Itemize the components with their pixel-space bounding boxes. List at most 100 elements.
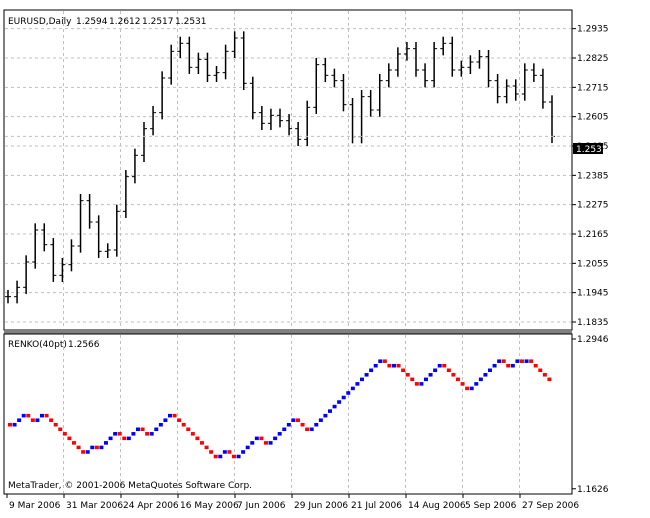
renko-brick-up: [355, 382, 360, 386]
renko-brick-down: [145, 432, 150, 436]
renko-brick-down: [414, 382, 419, 386]
renko-brick-up: [469, 386, 474, 391]
indicator-tick-label: 1.1626: [577, 485, 609, 495]
price-tick-label: 1.1835: [577, 318, 609, 328]
renko-brick-down: [62, 432, 67, 436]
low-value: 1.2517: [142, 17, 174, 27]
renko-brick-up: [433, 368, 438, 373]
time-tick-label: 9 Mar 2006: [9, 501, 61, 511]
renko-brick-down: [49, 418, 54, 422]
renko-brick-up: [350, 386, 355, 391]
price-tick-label: 1.2385: [577, 171, 609, 181]
price-tick-label: 1.2165: [577, 230, 609, 240]
renko-brick-down: [94, 445, 99, 450]
renko-brick-down: [542, 373, 547, 377]
time-tick-label: 21 Jul 2006: [351, 501, 402, 511]
renko-brick-up: [428, 373, 433, 377]
renko-brick-down: [190, 432, 195, 436]
renko-brick-down: [529, 359, 534, 363]
renko-brick-down: [204, 445, 209, 450]
indicator-panel: RENKO(40pt) 1.2566 MetaTrader, © 2001-20…: [3, 333, 573, 495]
renko-brick-down: [501, 359, 506, 363]
renko-brick-up: [309, 427, 314, 432]
time-tick-label: 5 Sep 2006: [465, 501, 517, 511]
renko-brick-up: [222, 450, 227, 454]
renko-brick-down: [58, 427, 63, 432]
renko-brick-down: [200, 441, 204, 445]
renko-brick-down: [117, 432, 122, 436]
renko-brick-up: [483, 373, 488, 377]
renko-brick-up: [488, 368, 492, 373]
renko-brick-down: [382, 359, 387, 363]
panel-separator[interactable]: [4, 330, 572, 334]
renko-brick-up: [323, 413, 328, 418]
renko-brick-up: [360, 377, 364, 382]
renko-brick-down: [296, 418, 300, 422]
renko-brick-up: [378, 359, 383, 363]
renko-brick-up: [478, 377, 483, 382]
renko-brick-down: [30, 418, 35, 422]
indicator-tick-label: 1.2946: [577, 335, 609, 345]
renko-brick-down: [533, 363, 538, 368]
time-tick-label: 7 Jun 2006: [237, 501, 286, 511]
renko-brick-down: [506, 363, 511, 368]
renko-brick-up: [277, 432, 282, 436]
price-tick-label: 1.2825: [577, 54, 609, 64]
current-price-badge: 1.2531: [573, 143, 608, 155]
renko-brick-up: [273, 436, 278, 441]
renko-brick-up: [346, 391, 351, 395]
renko-brick-down: [456, 377, 460, 382]
renko-brick-down: [259, 436, 264, 441]
renko-brick-up: [515, 359, 520, 363]
renko-brick-down: [538, 368, 543, 373]
renko-brick-up: [282, 427, 287, 432]
renko-brick-up: [113, 432, 118, 436]
renko-brick-up: [85, 450, 90, 454]
renko-brick-down: [177, 418, 182, 422]
renko-brick-down: [195, 436, 200, 441]
renko-brick-down: [8, 422, 12, 427]
renko-brick-up: [314, 422, 319, 427]
renko-brick-up: [245, 445, 250, 450]
renko-brick-up: [369, 368, 374, 373]
renko-brick-up: [149, 432, 154, 436]
renko-brick-up: [286, 422, 291, 427]
current-price-box: [573, 143, 603, 154]
renko-brick-down: [405, 373, 410, 377]
renko-brick-up: [424, 377, 428, 382]
main-grid: [5, 11, 571, 329]
copyright-text: MetaTrader, © 2001-2006 MetaQuotes Softw…: [8, 481, 252, 491]
price-tick-label: 1.1945: [577, 289, 609, 299]
renko-brick-down: [300, 422, 305, 427]
renko-brick-down: [465, 386, 470, 391]
renko-bricks: [8, 359, 552, 459]
renko-brick-down: [122, 436, 127, 441]
renko-brick-up: [136, 427, 140, 432]
indicator-grid: [63, 335, 520, 493]
price-tick-label: 1.2605: [577, 113, 609, 123]
renko-brick-down: [213, 454, 218, 459]
renko-brick-up: [337, 400, 342, 404]
renko-brick-up: [392, 363, 396, 368]
renko-brick-up: [40, 413, 44, 418]
renko-brick-down: [232, 454, 236, 459]
time-tick-label: 27 Sep 2006: [522, 501, 579, 511]
renko-brick-down: [227, 450, 232, 454]
renko-brick-down: [67, 436, 72, 441]
high-value: 1.2612: [109, 17, 141, 27]
renko-brick-up: [168, 413, 172, 418]
renko-brick-up: [104, 441, 108, 445]
renko-brick-down: [446, 368, 451, 373]
renko-brick-down: [547, 377, 552, 382]
time-tick-label: 31 Mar 2006: [66, 501, 123, 511]
renko-brick-down: [53, 422, 58, 427]
renko-brick-up: [328, 409, 332, 413]
renko-brick-up: [364, 373, 369, 377]
renko-brick-down: [264, 441, 268, 445]
price-tick-label: 1.2935: [577, 25, 609, 35]
renko-brick-up: [35, 418, 40, 422]
renko-brick-up: [236, 454, 241, 459]
time-tick-label: 14 Aug 2006: [408, 501, 466, 511]
renko-brick-up: [524, 359, 529, 363]
